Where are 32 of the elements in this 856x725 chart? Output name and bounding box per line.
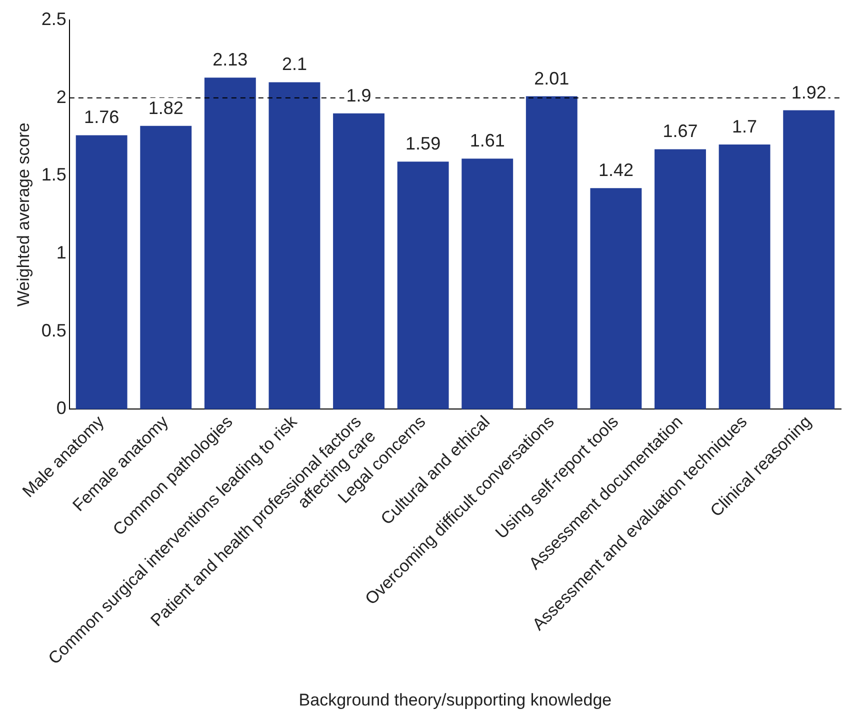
y-axis-title: Weighted average score (14, 122, 33, 307)
bar (397, 162, 449, 410)
data-label: 2.1 (282, 54, 307, 74)
bar (76, 135, 128, 410)
y-tick-label: 0.5 (41, 320, 66, 340)
data-label: 2.13 (212, 50, 248, 70)
bar (140, 126, 192, 410)
data-label: 1.92 (791, 82, 826, 102)
data-label: 1.9 (346, 85, 372, 106)
data-label: 1.7 (732, 116, 758, 137)
data-label: 2.01 (534, 68, 570, 88)
bar (718, 144, 770, 410)
data-label: 1.42 (598, 160, 634, 180)
y-tick-label: 0 (56, 398, 66, 418)
bar (268, 82, 320, 410)
y-tick-label: 1 (56, 242, 66, 262)
y-tick-label: 2 (56, 86, 66, 107)
data-label: 1.61 (470, 130, 505, 151)
bar (462, 158, 514, 410)
bar (590, 188, 642, 410)
data-label: 1.76 (84, 107, 120, 128)
bar (526, 96, 578, 410)
data-label: 1.67 (662, 121, 698, 142)
y-tick-label: 1.5 (41, 164, 66, 185)
bar (654, 149, 706, 410)
bar (783, 110, 835, 410)
bar (333, 113, 384, 410)
data-label: 1.82 (148, 98, 184, 118)
y-tick-label: 2.5 (41, 8, 66, 29)
x-axis-title: Background theory/supporting knowledge (298, 690, 612, 710)
bar (204, 78, 256, 410)
data-label: 1.59 (406, 134, 441, 154)
